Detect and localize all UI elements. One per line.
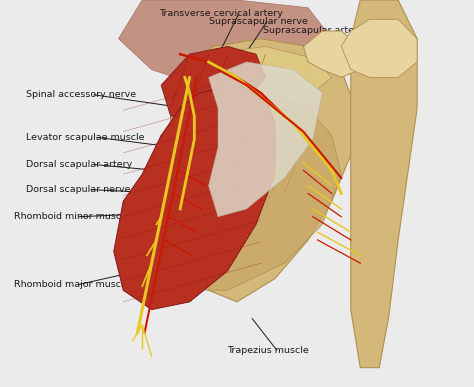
Text: Rhomboid major muscle: Rhomboid major muscle [14,280,130,289]
Text: Dorsal scapular artery: Dorsal scapular artery [26,160,132,169]
Text: Suprascapular artery: Suprascapular artery [263,26,364,36]
Text: Dorsal scapular nerve: Dorsal scapular nerve [26,185,130,194]
Polygon shape [171,46,332,101]
Polygon shape [161,116,275,178]
Text: Levator scapulae muscle: Levator scapulae muscle [26,133,145,142]
Polygon shape [114,85,275,310]
Polygon shape [341,19,417,77]
Text: Trapezius muscle: Trapezius muscle [228,346,309,355]
Polygon shape [171,97,341,290]
Polygon shape [161,46,265,116]
Text: Rhomboid minor muscle: Rhomboid minor muscle [14,212,130,221]
Polygon shape [171,39,356,302]
Polygon shape [118,0,332,85]
Text: Spinal accessory nerve: Spinal accessory nerve [26,90,136,99]
Polygon shape [351,0,417,368]
Polygon shape [303,31,360,77]
Text: Suprascapular nerve: Suprascapular nerve [209,17,308,26]
Text: Transverse cervical artery: Transverse cervical artery [159,9,283,18]
Polygon shape [209,62,322,217]
